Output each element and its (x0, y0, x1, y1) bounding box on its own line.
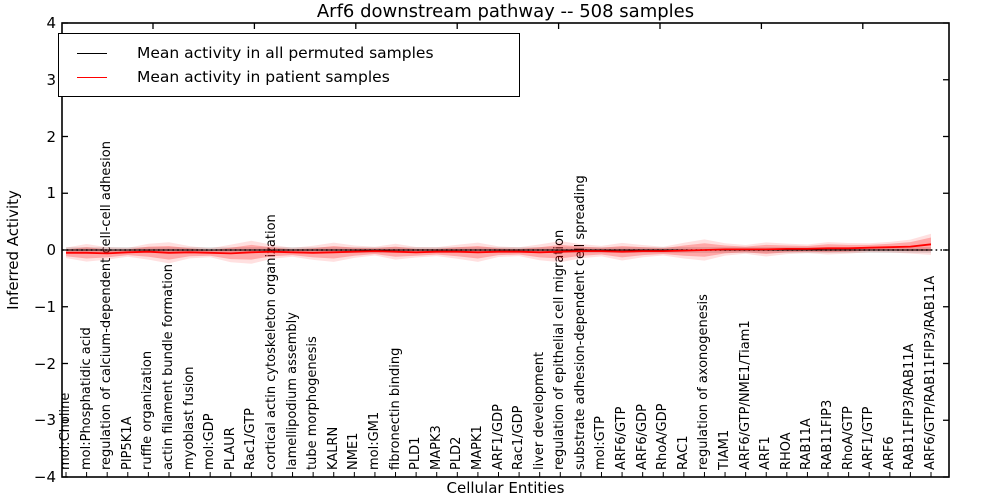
y-tick-label: 3 (46, 70, 56, 89)
legend-entry-permuted: Mean activity in all permuted samples (69, 44, 509, 62)
permuted-line-swatch-icon (77, 52, 107, 54)
patient-band (66, 237, 931, 260)
y-tick-label: −2 (33, 354, 56, 373)
patient-line-swatch-icon (77, 76, 107, 78)
legend-entry-patient: Mean activity in patient samples (69, 68, 509, 86)
legend: Mean activity in all permuted samples Me… (58, 33, 520, 97)
y-tick-label: −1 (33, 297, 56, 316)
y-tick-label: 1 (46, 184, 56, 203)
legend-label-patient: Mean activity in patient samples (137, 68, 390, 86)
x-axis-label: Cellular Entities (446, 479, 565, 497)
y-tick-label: 4 (46, 14, 56, 32)
patient-mean-line (66, 243, 932, 255)
patient-band-outer (66, 233, 931, 264)
y-tick-label: −3 (33, 411, 56, 430)
y-tick-label: −4 (33, 468, 56, 486)
legend-label-permuted: Mean activity in all permuted samples (137, 44, 434, 62)
y-tick-label: 0 (46, 241, 56, 259)
chart-title: Arf6 downstream pathway -- 508 samples (316, 1, 695, 22)
y-tick-label: 2 (46, 127, 56, 146)
